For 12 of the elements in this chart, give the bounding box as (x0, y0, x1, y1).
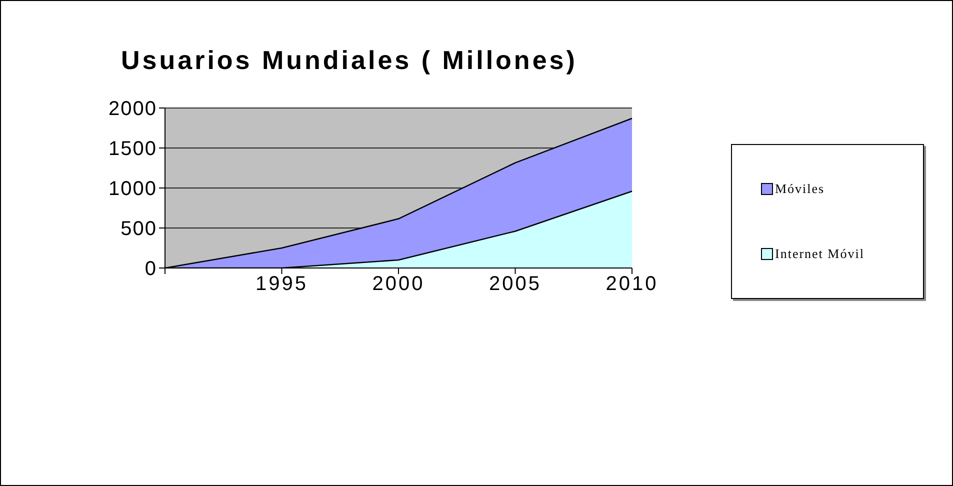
x-tick-label: 2010 (606, 273, 658, 296)
y-tick-label: 500 (120, 218, 157, 240)
x-tick-label: 2005 (489, 273, 542, 296)
chart-title: Usuarios Mundiales ( Millones) (121, 45, 578, 76)
legend-label: Internet Móvil (775, 246, 864, 262)
x-tick-label: 1995 (256, 273, 308, 296)
y-tick-label: 1000 (108, 178, 157, 200)
y-tick-label: 0 (144, 258, 157, 280)
x-tick-label: 2000 (372, 273, 425, 296)
y-tick-label: 2000 (108, 98, 157, 120)
y-tick-label: 1500 (108, 138, 157, 160)
legend-label: Móviles (775, 181, 825, 198)
